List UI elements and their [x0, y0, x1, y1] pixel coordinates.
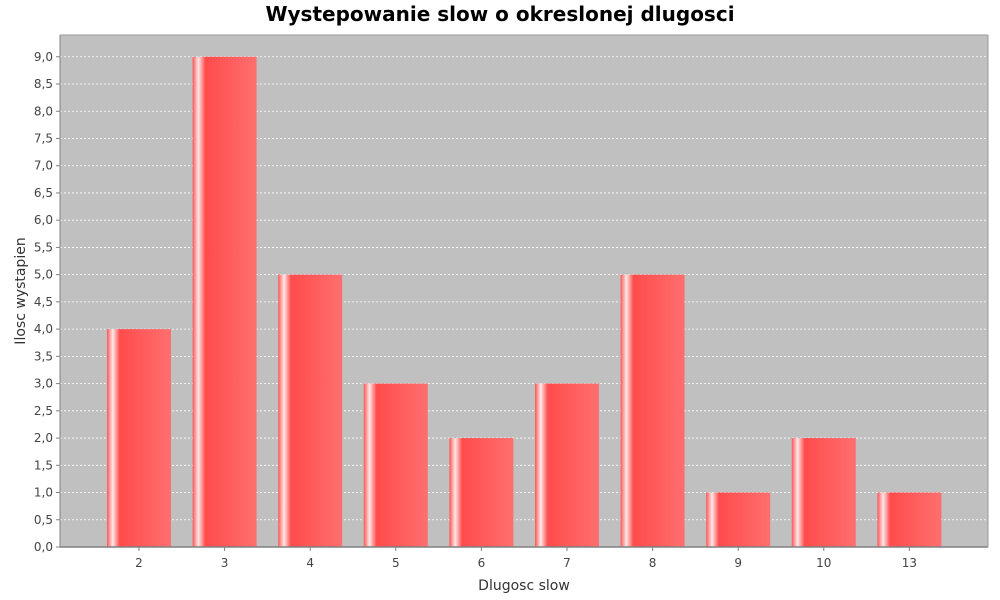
y-tick-label: 4,0	[34, 322, 53, 336]
bars	[107, 56, 942, 548]
bar	[107, 329, 171, 547]
bar	[535, 383, 599, 547]
y-tick-label: 9,0	[34, 50, 53, 64]
y-tick-label: 8,5	[34, 77, 53, 91]
x-tick-label: 8	[649, 556, 657, 570]
y-tick-label: 5,0	[34, 268, 53, 282]
y-tick-label: 3,5	[34, 349, 53, 363]
axes	[56, 34, 989, 551]
y-tick-label: 6,5	[34, 186, 53, 200]
x-tick-label: 5	[392, 556, 400, 570]
chart-title: Wystepowanie slow o okreslonej dlugosci	[265, 2, 735, 26]
x-axis-title: Dlugosc slow	[478, 578, 570, 594]
y-tick-label: 1,5	[34, 458, 53, 472]
x-tick-label: 10	[816, 556, 831, 570]
bar	[620, 274, 685, 547]
y-tick-label: 6,0	[34, 213, 53, 227]
y-tick-label: 0,5	[34, 513, 53, 527]
x-tick-label: 4	[306, 556, 314, 570]
bar	[877, 492, 942, 547]
x-tick-label: 3	[221, 556, 229, 570]
bar	[449, 438, 514, 547]
y-tick-label: 2,5	[34, 404, 53, 418]
x-tick-label: 6	[478, 556, 486, 570]
x-tick-label: 13	[902, 556, 917, 570]
y-tick-label: 7,0	[34, 159, 53, 173]
x-tick-label: 2	[135, 556, 143, 570]
y-tick-label: 4,5	[34, 295, 53, 309]
bar	[192, 56, 257, 548]
x-tick-label: 7	[563, 556, 571, 570]
grid-lines	[60, 56, 988, 521]
bar	[791, 438, 856, 547]
y-tick-label: 7,5	[34, 131, 53, 145]
bar	[278, 274, 343, 547]
bar	[706, 492, 771, 547]
x-tick-label: 9	[734, 556, 742, 570]
y-tick-label: 8,0	[34, 104, 53, 118]
y-tick-labels: 0,0 0,5 1,0 1,5 2,0 2,5 3,0 3,5 4,0 4,5 5,0 5,5 6,0 6…	[34, 50, 53, 554]
y-tick-label: 2,0	[34, 431, 53, 445]
y-tick-label: 5,5	[34, 240, 53, 254]
x-tick-labels: 2 3 4 5 6 7 8 9 10 13	[135, 556, 917, 570]
y-tick-label: 1,0	[34, 486, 53, 500]
bar	[363, 383, 428, 547]
y-tick-label: 0,0	[34, 540, 53, 554]
y-tick-label: 3,0	[34, 377, 53, 391]
y-axis-title: Ilosc wystapien	[13, 237, 29, 344]
